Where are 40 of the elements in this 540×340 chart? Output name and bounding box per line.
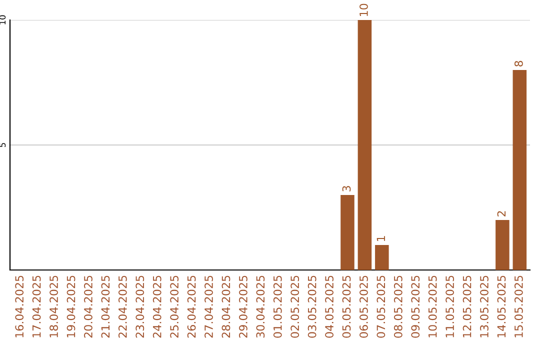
x-tick-label: 03.05.2025 [308, 276, 316, 338]
x-tick-label: 24.04.2025 [152, 276, 162, 338]
x-tick-label: 12.05.2025 [462, 276, 472, 338]
x-tick-label: 14.05.2025 [497, 276, 506, 338]
x-tick-label: 20.04.2025 [84, 276, 92, 338]
x-tick-label: 29.04.2025 [238, 276, 248, 338]
x-tick-label: 06.05.2025 [360, 276, 368, 338]
bar [358, 20, 372, 270]
x-tick-label: 28.04.2025 [222, 276, 230, 338]
x-tick-label: 19.04.2025 [66, 276, 76, 338]
data-label: 8 [514, 60, 523, 66]
bar [375, 245, 389, 270]
data-label: 10 [360, 4, 368, 16]
x-tick-label: 13.05.2025 [480, 276, 488, 338]
x-tick-label: 22.04.2025 [118, 276, 127, 338]
x-tick-label: 26.04.2025 [187, 276, 196, 338]
x-tick-label: 18.04.2025 [50, 276, 58, 338]
data-label: 3 [342, 186, 351, 192]
x-tick-label: 07.05.2025 [376, 276, 386, 338]
x-tick-label: 23.04.2025 [136, 276, 144, 338]
x-tick-label: 10.05.2025 [428, 276, 437, 338]
bar [496, 220, 510, 270]
x-tick-label: 21.04.2025 [101, 276, 110, 338]
x-tick-label: 11.05.2025 [446, 276, 454, 338]
x-tick-label: 09.05.2025 [411, 276, 420, 338]
x-tick-label: 16.04.2025 [15, 276, 24, 338]
bar [512, 70, 527, 270]
x-tick-label: 05.05.2025 [342, 276, 351, 338]
x-tick-label: 30.04.2025 [256, 276, 265, 338]
x-tick-label: 01.05.2025 [273, 276, 282, 338]
x-tick-label: 02.05.2025 [290, 276, 300, 338]
x-tick-label: 25.04.2025 [170, 276, 179, 338]
x-tick-label: 17.04.2025 [32, 276, 41, 338]
x-tick-label: 08.05.2025 [394, 276, 402, 338]
data-label: 1 [376, 236, 385, 241]
bar [340, 195, 354, 270]
x-tick-label: 27.04.2025 [204, 276, 213, 338]
data-label: 2 [497, 211, 506, 216]
x-tick-label: 04.05.2025 [325, 276, 334, 338]
x-tick-label: 15.05.2025 [514, 276, 523, 338]
